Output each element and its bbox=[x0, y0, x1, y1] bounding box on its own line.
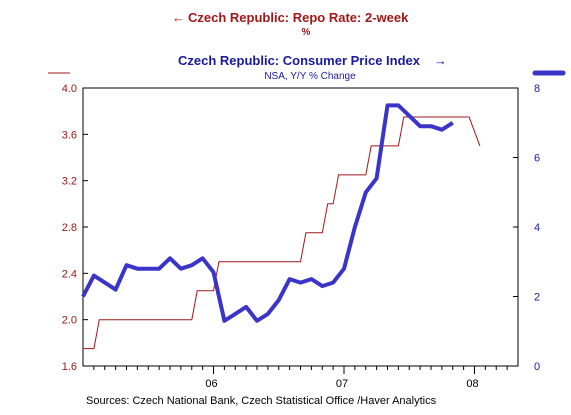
right-tick-label: 4 bbox=[534, 222, 540, 234]
cpi-line bbox=[81, 103, 454, 323]
left-tick-label: 4.0 bbox=[62, 83, 77, 95]
left-tick-label: 3.6 bbox=[62, 129, 77, 141]
left-tick-label: 2.8 bbox=[62, 222, 77, 234]
left-axis-unit: % bbox=[302, 27, 311, 38]
right-tick-label: 0 bbox=[534, 361, 540, 373]
right-tick-label: 6 bbox=[534, 153, 540, 165]
right-title-group: Czech Republic: Consumer Price Index → N… bbox=[178, 53, 447, 82]
left-tick-label: 2.4 bbox=[62, 268, 77, 280]
x-tick-label: 06 bbox=[205, 378, 217, 390]
x-tick-label: 08 bbox=[466, 378, 478, 390]
source-note: Sources: Czech National Bank, Czech Stat… bbox=[86, 395, 437, 407]
right-axis-unit: NSA, Y/Y % Change bbox=[264, 71, 356, 82]
left-axis: 1.6 2.0 2.4 2.8 3.2 3.6 4.0 bbox=[62, 83, 88, 373]
x-axis: 06 07 08 bbox=[93, 366, 508, 390]
right-axis: 0 2 4 6 8 bbox=[513, 83, 540, 373]
right-series-arrow: → bbox=[434, 53, 447, 68]
right-series-title: Czech Republic: Consumer Price Index bbox=[178, 53, 421, 68]
left-tick-label: 3.2 bbox=[62, 176, 77, 188]
x-tick-label: 07 bbox=[336, 378, 348, 390]
left-series-arrow: ← bbox=[172, 10, 185, 25]
left-series-title: Czech Republic: Repo Rate: 2-week bbox=[188, 10, 409, 25]
left-title-group: ← Czech Republic: Repo Rate: 2-week % bbox=[172, 10, 409, 38]
series-layer bbox=[81, 103, 481, 350]
repo-rate-line bbox=[83, 116, 481, 350]
right-tick-label: 2 bbox=[534, 292, 540, 304]
plot-frame bbox=[82, 87, 519, 367]
left-tick-label: 1.6 bbox=[62, 361, 77, 373]
right-tick-label: 8 bbox=[534, 83, 540, 95]
left-tick-label: 2.0 bbox=[62, 315, 77, 327]
